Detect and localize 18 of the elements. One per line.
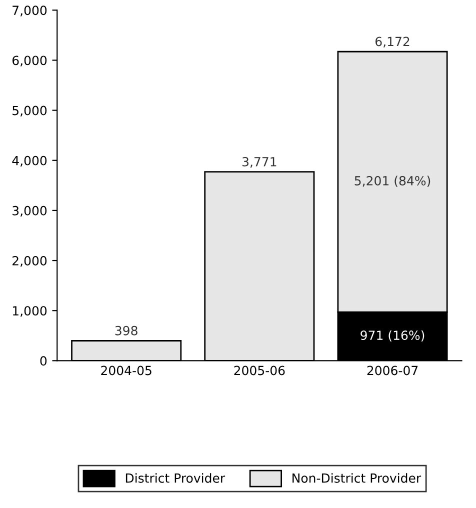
data-label: 5,201 (84%) [354,176,430,187]
data-label: 971 (16%) [360,330,424,342]
y-tick-label: 1,000 [12,306,47,317]
y-tick-label: 5,000 [12,106,47,117]
y-tick-label: 0 [40,356,47,366]
legend-label: Non-District Provider [292,473,422,483]
x-tick-label: 2006-07 [367,366,418,376]
y-tick-label: 6,000 [12,56,47,66]
total-label: 398 [115,326,138,336]
total-label: 6,172 [375,36,410,48]
y-tick-label: 7,000 [12,6,47,16]
total-label: 3,771 [242,156,276,168]
y-tick-label: 2,000 [12,256,47,267]
legend-label: District Provider [126,473,226,483]
x-tick-label: 2005-06 [234,366,285,376]
y-tick-label: 4,000 [12,156,47,167]
y-tick-label: 3,000 [12,206,47,217]
x-tick-label: 2004-05 [101,366,152,376]
